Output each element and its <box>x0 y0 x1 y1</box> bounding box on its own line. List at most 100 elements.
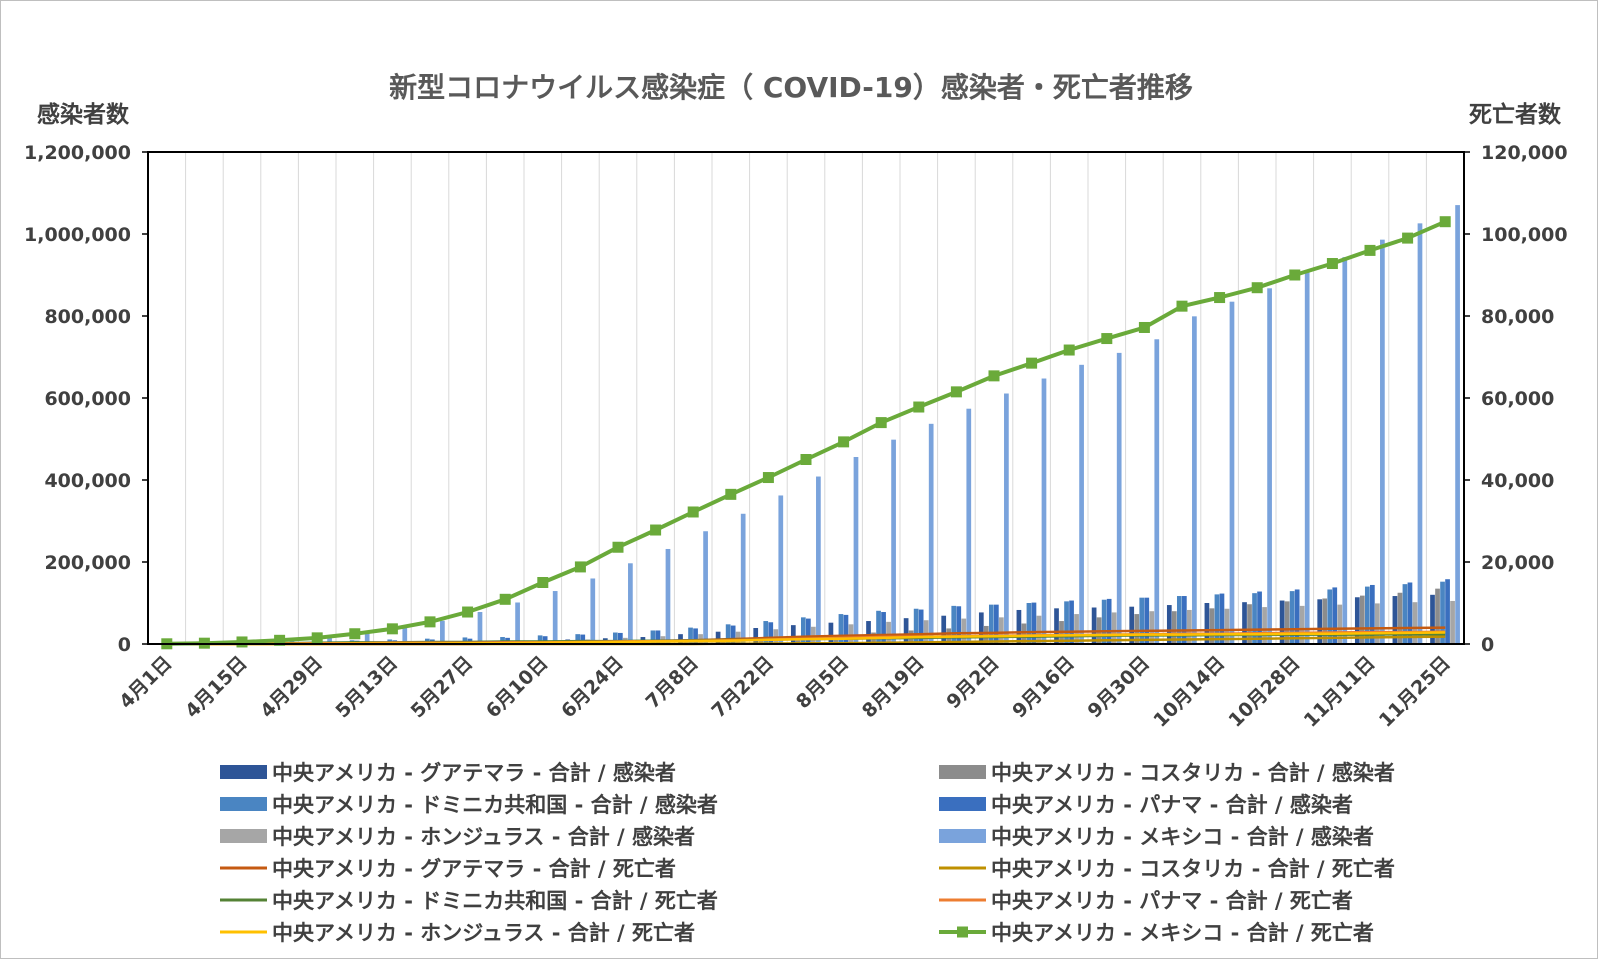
legend-swatch <box>220 797 267 811</box>
axes <box>142 151 1470 645</box>
x-tick-label: 4月15日 <box>181 652 251 722</box>
line-marker <box>650 524 662 536</box>
bar <box>1106 598 1112 644</box>
bar <box>542 636 548 644</box>
bar <box>590 578 596 644</box>
x-tick-label: 6月10日 <box>482 652 552 722</box>
bar <box>923 620 929 644</box>
bar <box>913 608 919 644</box>
line-marker <box>499 593 511 605</box>
x-tick-label: 4月29日 <box>256 652 326 722</box>
y-tick-label-right: 120,000 <box>1481 142 1568 164</box>
bar <box>715 631 721 644</box>
bar <box>1111 612 1117 644</box>
bar <box>753 628 759 644</box>
line-marker <box>838 436 850 448</box>
bar <box>758 638 764 644</box>
y-tick-label-left: 400,000 <box>44 470 131 492</box>
bar <box>1242 602 1247 644</box>
bar <box>891 439 896 644</box>
bar <box>1069 600 1074 644</box>
bar <box>628 563 633 644</box>
bar <box>1412 602 1418 644</box>
bar <box>800 617 806 644</box>
bar <box>693 628 698 644</box>
y-axis-left-label: 感染者数 <box>37 101 130 128</box>
line-marker <box>236 636 248 648</box>
line-marker <box>1251 282 1263 294</box>
y-tick-label-left: 200,000 <box>44 552 131 574</box>
bar <box>1134 614 1140 644</box>
line-marker <box>311 632 323 644</box>
y-tick-label-right: 100,000 <box>1481 224 1568 246</box>
bar <box>978 612 984 644</box>
bar <box>730 625 736 644</box>
x-tick-label: 8月5日 <box>792 652 853 713</box>
bar <box>327 636 332 644</box>
legend-label: 中央アメリカ - コスタリカ - 合計 / 感染者 <box>991 761 1395 785</box>
y-tick-label-left: 1,000,000 <box>24 224 131 246</box>
bar <box>848 624 854 644</box>
bar <box>1397 592 1403 644</box>
bar <box>1021 623 1027 644</box>
line-marker <box>1026 357 1038 369</box>
bar <box>1392 596 1398 644</box>
y-tick-label-right: 80,000 <box>1481 306 1554 328</box>
bar <box>918 609 924 644</box>
bar <box>790 625 796 644</box>
x-tick-label: 9月30日 <box>1083 652 1153 722</box>
bar <box>1407 582 1413 644</box>
x-tick-label: 7月8日 <box>642 652 703 713</box>
bar <box>1417 223 1423 644</box>
bar <box>1257 591 1262 644</box>
bar <box>763 621 769 644</box>
legend-label: 中央アメリカ - ドミニカ共和国 - 合計 / 死亡者 <box>272 889 718 913</box>
line-marker <box>1364 244 1376 256</box>
bar <box>1380 239 1385 645</box>
x-tick-label: 11月25日 <box>1375 652 1455 732</box>
bar <box>1317 599 1323 644</box>
bar <box>688 627 693 644</box>
bar <box>1402 584 1408 644</box>
bar <box>768 622 774 644</box>
bar <box>552 591 558 644</box>
bar <box>853 456 859 644</box>
bar <box>440 620 445 644</box>
bar <box>966 408 972 644</box>
x-tick-label: 10月14日 <box>1149 652 1229 732</box>
bar <box>1064 601 1069 644</box>
bar <box>1294 589 1300 644</box>
x-tick-label: 10月28日 <box>1225 652 1305 732</box>
bar <box>881 612 886 644</box>
bar <box>1182 596 1187 644</box>
line-marker <box>875 417 887 429</box>
y-tick-label-right: 0 <box>1481 634 1494 656</box>
y-ticks-right: 0 20,000 40,000 60,000 80,000 100,000 120,000 <box>1481 142 1568 656</box>
legend-label: 中央アメリカ - グアテマラ - 合計 / 感染者 <box>272 761 676 785</box>
line-marker <box>462 606 474 618</box>
bar <box>678 634 683 644</box>
legend: 中央アメリカ - グアテマラ - 合計 / 感染者 中央アメリカ - コスタリカ … <box>220 761 1395 945</box>
lines <box>161 216 1451 650</box>
line-marker <box>349 628 361 640</box>
bar <box>1116 352 1122 644</box>
bar <box>843 614 849 644</box>
line-marker <box>800 454 812 465</box>
bar <box>1074 614 1079 644</box>
line-marker <box>1326 258 1338 270</box>
bar <box>1262 607 1267 644</box>
bar <box>928 423 934 644</box>
line-marker <box>913 401 925 413</box>
bar <box>1364 586 1370 644</box>
bar <box>1224 608 1230 644</box>
bar <box>1144 597 1150 644</box>
bar <box>1026 603 1032 644</box>
bar <box>778 495 784 644</box>
bar <box>1284 601 1290 644</box>
x-tick-label: 11月11日 <box>1300 652 1380 732</box>
x-tick-label: 5月13日 <box>331 652 401 722</box>
line-marker <box>612 541 624 553</box>
legend-swatch <box>939 765 986 779</box>
line-marker <box>1402 232 1414 244</box>
